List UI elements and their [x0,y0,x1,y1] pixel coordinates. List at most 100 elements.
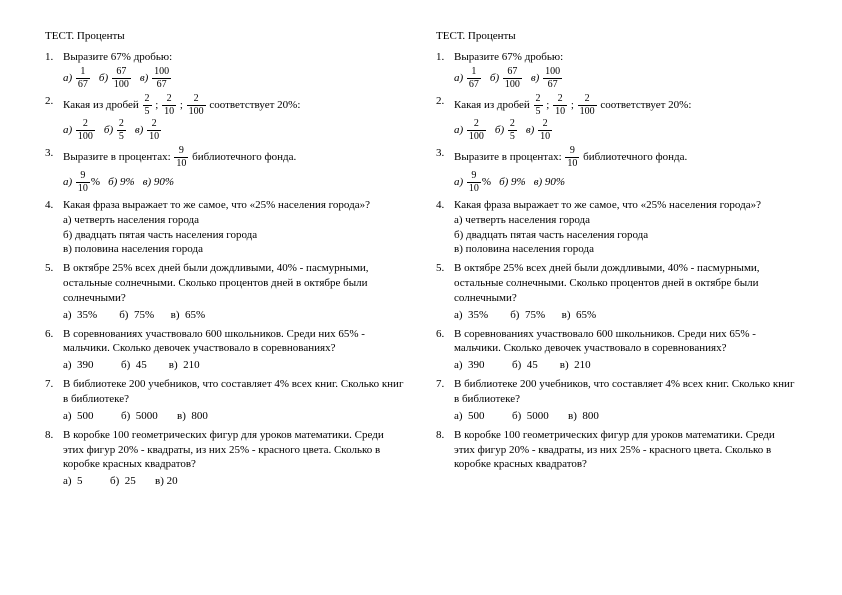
question-text: Какая фраза выражает то же самое, что «2… [454,199,761,211]
question-text: Выразите 67% дробью: [63,51,172,63]
fraction: 10067 [543,67,562,90]
answer-option: а) 2100 [63,119,96,142]
answer-option: б) двадцать пятая часть населения города [454,228,797,243]
test-title-right: ТЕСТ. Проценты [436,30,797,42]
question-number: 2. [436,94,444,109]
question-item: 2.Какая из дробей 25 ; 210 ; 2100 соотве… [63,94,406,142]
answer-option: а) четверть населения города [63,213,406,228]
answer-option: б) 9% [499,175,526,190]
question-item: 4.Какая фраза выражает то же самое, что … [454,198,797,257]
fraction: 910 [467,171,481,194]
answer-option: в) 210 [526,119,553,142]
answer-option: в) 10067 [531,67,563,90]
question-number: 6. [45,327,53,342]
question-number: 6. [436,327,444,342]
right-column: ТЕСТ. Проценты 1. Выразите 67% дробью: а) … [436,30,797,565]
question-text: Какая из дробей 25 ; 210 ; 2100 соответс… [63,99,300,111]
fraction: 25 [508,119,517,142]
fraction: 210 [553,94,567,117]
answer-option: б) двадцать пятая часть населения города [63,228,406,243]
answer-option: б) 9% [108,175,135,190]
answer-option: в) 90% [534,175,565,190]
answer-row: а) 390 б) 45 в) 210 [63,358,406,373]
question-item: 5.В октябре 25% всех дней были дождливым… [454,261,797,322]
answer-row: а) 167 б) 67100 в) 10067 [63,67,406,90]
question-item: 4.Какая фраза выражает то же самое, что … [63,198,406,257]
fraction: 25 [117,119,126,142]
question-item: 8.В коробке 100 геометрических фигур для… [454,428,797,473]
fraction: 910 [565,146,579,169]
question-item: 6.В соревнованиях участвовало 600 школьн… [454,327,797,374]
question-text: Выразите в процентах: 910 библиотечного … [63,151,296,163]
answer-option: в) половина населения города [454,242,797,257]
answer-option: б) 67100 [490,67,523,90]
answer-option: а) четверть населения города [454,213,797,228]
answer-row: а) 910% б) 9% в) 90% [454,171,797,194]
question-item: 7.В библиотеке 200 учебников, что состав… [63,377,406,424]
question-number: 3. [436,146,444,161]
question-number: 5. [436,261,444,276]
question-number: 8. [45,428,53,443]
question-number: 4. [436,198,444,213]
question-text: В библиотеке 200 учебников, что составля… [63,378,403,405]
answer-option: а) 167 [454,67,482,90]
question-text: В библиотеке 200 учебников, что составля… [454,378,794,405]
question-item: 1.Выразите 67% дробью:а) 167б) 67100в) 1… [454,50,797,90]
fraction: 210 [538,119,552,142]
fraction: 910 [174,146,188,169]
question-text: В октябре 25% всех дней были дождливыми,… [63,262,369,304]
question-text: В соревнованиях участвовало 600 школьник… [63,328,365,355]
question-list-left: 1.Выразите 67% дробью:а) 167б) 67100в) 1… [45,50,406,489]
answer-block: а) четверть населения городаб) двадцать … [63,213,406,258]
question-item: 3.Выразите в процентах: 910 библиотечног… [63,146,406,194]
answer-row: а) 500 б) 5000 в) 800 [63,409,406,424]
fraction: 67100 [503,67,522,90]
question-text: Какая из дробей 25 ; 210 ; 2100 соответс… [454,99,691,111]
fraction: 2100 [578,94,597,117]
question-number: 2. [45,94,53,109]
question-text: Выразите 67% дробью: [454,51,563,63]
fraction: 2100 [187,94,206,117]
answer-row: а) 5 б) 25 в) 20 [63,474,406,489]
answer-option: а) 167 [63,67,91,90]
fraction: 67100 [112,67,131,90]
fraction: 25 [534,94,543,117]
question-item: 8.В коробке 100 геометрических фигур для… [63,428,406,489]
answer-option: а) 2100 [454,119,487,142]
answer-row: а) 167 б) 67100 в) 10067 [454,67,797,90]
question-item: 5.В октябре 25% всех дней были дождливым… [63,261,406,322]
answer-row: а) 910% б) 9% в) 90% [63,171,406,194]
answer-option: б) 25 [495,119,518,142]
fraction: 167 [76,67,90,90]
question-item: 2.Какая из дробей 25 ; 210 ; 2100 соотве… [454,94,797,142]
fraction: 25 [143,94,152,117]
answer-option: б) 67100 [99,67,132,90]
answer-option: б) 25 [104,119,127,142]
fraction: 10067 [152,67,171,90]
question-number: 7. [45,377,53,392]
fraction: 2100 [467,119,486,142]
question-list-right: 1. Выразите 67% дробью: а) 167 б) 67100 в) 1… [436,50,797,472]
question-text: В соревнованиях участвовало 600 школьник… [454,328,756,355]
fraction: 167 [467,67,481,90]
question-number: 5. [45,261,53,276]
answer-option: в) половина населения города [63,242,406,257]
answer-row: а) 35% б) 75% в) 65% [454,308,797,323]
answer-row: а) 2100 б) 25 в) 210 [63,119,406,142]
question-number: 1. [436,50,444,65]
answer-block: а) четверть населения городаб) двадцать … [454,213,797,258]
question-item: 6.В соревнованиях участвовало 600 школьн… [63,327,406,374]
answer-option: в) 10067 [140,67,172,90]
question-item: 7.В библиотеке 200 учебников, что состав… [454,377,797,424]
answer-option: в) 210 [135,119,162,142]
answer-option: в) 90% [143,175,174,190]
fraction: 210 [147,119,161,142]
question-number: 3. [45,146,53,161]
question-number: 7. [436,377,444,392]
question-number: 4. [45,198,53,213]
fraction: 2100 [76,119,95,142]
test-title-left: ТЕСТ. Проценты [45,30,406,42]
question-text: В октябре 25% всех дней были дождливыми,… [454,262,760,304]
answer-option: а) 910% [454,171,491,194]
answer-option: а) 910% [63,171,100,194]
